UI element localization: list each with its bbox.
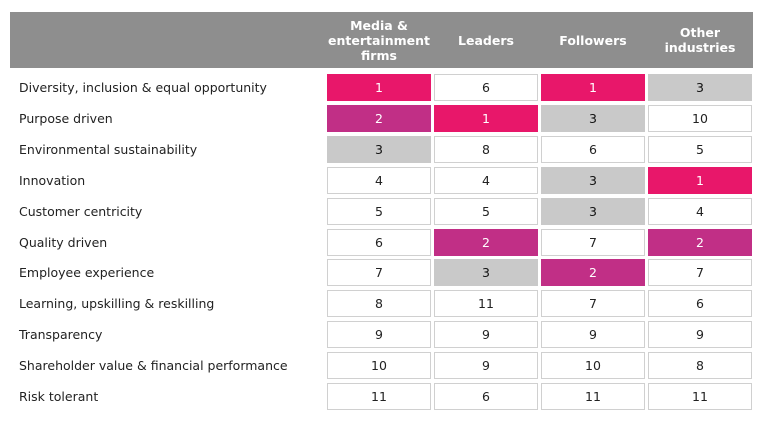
table-cell: 9 bbox=[434, 352, 538, 379]
table-cell: 4 bbox=[327, 167, 431, 194]
table-cell: 3 bbox=[541, 105, 645, 132]
table-cell: 6 bbox=[434, 74, 538, 101]
table-cell: 4 bbox=[648, 198, 752, 225]
row-label: Innovation bbox=[19, 173, 86, 188]
table-cell: 3 bbox=[434, 259, 538, 286]
table-cell: 1 bbox=[541, 74, 645, 101]
table-cell: 1 bbox=[648, 167, 752, 194]
column-header: Followers bbox=[559, 32, 627, 48]
table-cell: 9 bbox=[541, 321, 645, 348]
row-label: Purpose driven bbox=[19, 111, 113, 126]
table-cell: 9 bbox=[434, 321, 538, 348]
row-label: Environmental sustainability bbox=[19, 142, 198, 157]
table-cell: 5 bbox=[648, 136, 752, 163]
table-cell: 11 bbox=[327, 383, 431, 410]
table-cell: 2 bbox=[327, 105, 431, 132]
table-cell: 10 bbox=[327, 352, 431, 379]
column-header: Leaders bbox=[458, 32, 514, 48]
column-header: Other industries bbox=[664, 25, 736, 55]
table-cell: 2 bbox=[648, 229, 752, 256]
row-label: Diversity, inclusion & equal opportunity bbox=[19, 80, 267, 95]
table-cell: 6 bbox=[434, 383, 538, 410]
table-cell: 11 bbox=[434, 290, 538, 317]
table-cell: 6 bbox=[327, 229, 431, 256]
table-cell: 11 bbox=[648, 383, 752, 410]
row-label: Quality driven bbox=[19, 235, 108, 250]
table-header: Media & entertainment firms Leaders Follow… bbox=[10, 12, 753, 68]
table-cell: 11 bbox=[541, 383, 645, 410]
table-cell: 7 bbox=[541, 229, 645, 256]
table-cell: 3 bbox=[327, 136, 431, 163]
table-cell: 10 bbox=[648, 105, 752, 132]
table-cell: 3 bbox=[541, 198, 645, 225]
row-label: Risk tolerant bbox=[19, 389, 99, 404]
table-cell: 7 bbox=[648, 259, 752, 286]
table-cell: 1 bbox=[327, 74, 431, 101]
table-cell: 6 bbox=[541, 136, 645, 163]
table-cell: 3 bbox=[541, 167, 645, 194]
table-cell: 9 bbox=[648, 321, 752, 348]
table-cell: 10 bbox=[541, 352, 645, 379]
table-cell: 1 bbox=[434, 105, 538, 132]
table-cell: 7 bbox=[541, 290, 645, 317]
column-header: Media & entertainment firms bbox=[328, 17, 430, 63]
table-cell: 8 bbox=[434, 136, 538, 163]
row-label: Learning, upskilling & reskilling bbox=[19, 296, 215, 311]
row-label: Shareholder value & financial performanc… bbox=[19, 358, 288, 373]
table-cell: 8 bbox=[648, 352, 752, 379]
row-label: Transparency bbox=[19, 327, 103, 342]
table-cell: 2 bbox=[541, 259, 645, 286]
table-cell: 2 bbox=[434, 229, 538, 256]
row-label: Employee experience bbox=[19, 265, 155, 280]
table-cell: 6 bbox=[648, 290, 752, 317]
row-label: Customer centricity bbox=[19, 204, 143, 219]
table-cell: 5 bbox=[327, 198, 431, 225]
table-cell: 5 bbox=[434, 198, 538, 225]
table-cell: 3 bbox=[648, 74, 752, 101]
table-cell: 8 bbox=[327, 290, 431, 317]
table-cell: 4 bbox=[434, 167, 538, 194]
table-cell: 9 bbox=[327, 321, 431, 348]
table-cell: 7 bbox=[327, 259, 431, 286]
